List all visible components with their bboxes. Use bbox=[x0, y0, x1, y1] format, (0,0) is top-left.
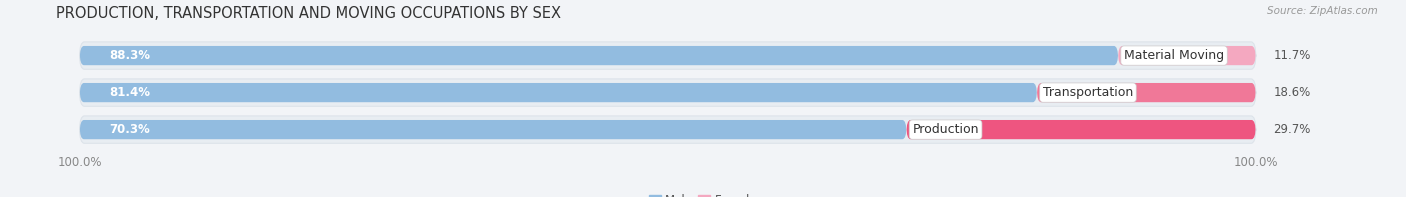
Text: 18.6%: 18.6% bbox=[1274, 86, 1310, 99]
Text: 88.3%: 88.3% bbox=[110, 49, 150, 62]
Text: 11.7%: 11.7% bbox=[1274, 49, 1310, 62]
Text: 81.4%: 81.4% bbox=[110, 86, 150, 99]
Text: Production: Production bbox=[912, 123, 979, 136]
Legend: Male, Female: Male, Female bbox=[644, 189, 762, 197]
Text: PRODUCTION, TRANSPORTATION AND MOVING OCCUPATIONS BY SEX: PRODUCTION, TRANSPORTATION AND MOVING OC… bbox=[56, 6, 561, 21]
Text: 29.7%: 29.7% bbox=[1274, 123, 1310, 136]
FancyBboxPatch shape bbox=[1118, 46, 1256, 65]
Text: Transportation: Transportation bbox=[1043, 86, 1133, 99]
FancyBboxPatch shape bbox=[80, 120, 907, 139]
FancyBboxPatch shape bbox=[80, 42, 1256, 69]
FancyBboxPatch shape bbox=[80, 83, 1038, 102]
FancyBboxPatch shape bbox=[1038, 83, 1256, 102]
Text: Source: ZipAtlas.com: Source: ZipAtlas.com bbox=[1267, 6, 1378, 16]
Text: Material Moving: Material Moving bbox=[1123, 49, 1225, 62]
FancyBboxPatch shape bbox=[80, 79, 1256, 106]
FancyBboxPatch shape bbox=[80, 116, 1256, 143]
FancyBboxPatch shape bbox=[80, 46, 1118, 65]
FancyBboxPatch shape bbox=[907, 120, 1256, 139]
Text: 70.3%: 70.3% bbox=[110, 123, 150, 136]
